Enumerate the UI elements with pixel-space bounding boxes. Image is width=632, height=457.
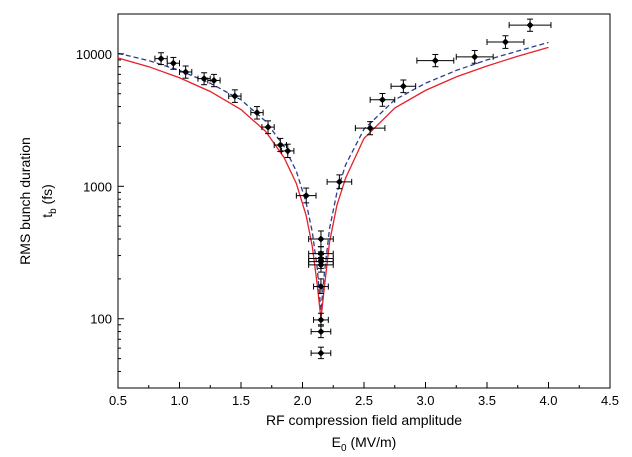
diamond-marker <box>200 75 208 83</box>
data-point <box>281 143 295 159</box>
data-point <box>369 93 396 107</box>
diamond-marker <box>284 147 292 155</box>
y-axis-label-line-2: tb (fs) <box>39 184 59 218</box>
y-tick-label: 1000 <box>83 179 112 194</box>
diamond-marker <box>317 349 325 357</box>
data-point <box>273 137 288 153</box>
diamond-marker <box>317 283 325 291</box>
diamond-marker <box>169 59 177 67</box>
data-point <box>310 346 332 360</box>
model-curves <box>117 41 549 319</box>
x-tick-label: 2.5 <box>355 393 373 408</box>
data-point <box>390 79 417 94</box>
data-point <box>310 324 332 339</box>
diamond-marker <box>264 123 272 131</box>
diamond-marker <box>210 76 218 84</box>
diamond-marker <box>276 141 284 149</box>
diamond-marker <box>335 178 343 186</box>
diamond-marker <box>317 328 325 336</box>
data-point <box>326 174 353 190</box>
x-axis-label-line-1: RF compression field amplitude <box>266 412 462 428</box>
x-tick-label: 3.5 <box>478 393 496 408</box>
data-point <box>166 56 180 70</box>
diamond-marker <box>302 192 310 200</box>
data-point <box>197 72 211 86</box>
diamond-marker <box>317 235 325 243</box>
data-point <box>179 65 193 79</box>
x-axis-label-unit: (MV/m) <box>347 434 397 450</box>
x-axis-label-symbol: E <box>332 434 341 450</box>
y-tick-label: 10000 <box>76 47 112 62</box>
solid-model-curve <box>117 46 549 319</box>
data-point <box>308 257 334 273</box>
x-axis-label-line-2: E0 (MV/m) <box>332 434 397 454</box>
data-point <box>354 121 386 136</box>
diamond-marker <box>157 55 165 63</box>
x-tick-label: 3.0 <box>416 393 434 408</box>
diamond-marker <box>501 38 509 46</box>
x-axis: 0.5 1.0 1.5 2.0 2.5 3.0 3.5 4.0 4.5 <box>109 382 619 408</box>
data-point <box>261 120 275 135</box>
data-points <box>154 18 552 360</box>
diamond-marker <box>399 82 407 90</box>
diamond-marker <box>317 316 325 324</box>
data-point <box>486 35 525 49</box>
data-point <box>416 53 455 68</box>
x-tick-label: 1.0 <box>170 393 188 408</box>
x-tick-label: 2.0 <box>293 393 311 408</box>
diamond-marker <box>182 68 190 76</box>
x-tick-label: 1.5 <box>232 393 250 408</box>
diamond-marker <box>471 53 479 61</box>
x-axis-label-subscript: 0 <box>341 443 347 454</box>
y-axis-label-unit: (fs) <box>39 184 55 208</box>
diamond-marker <box>378 96 386 104</box>
data-point <box>154 52 168 66</box>
plot-area <box>117 13 611 389</box>
diamond-marker <box>253 109 261 117</box>
x-tick-label: 0.5 <box>109 393 127 408</box>
data-point <box>313 278 329 295</box>
y-tick-label: 100 <box>90 312 112 327</box>
x-tick-label: 4.0 <box>539 393 557 408</box>
y-axis-label-subscript: b <box>48 208 59 214</box>
diamond-marker <box>317 261 325 269</box>
data-point <box>250 106 264 120</box>
data-point <box>207 73 221 88</box>
data-point <box>308 230 334 248</box>
data-point <box>295 187 317 204</box>
data-point <box>313 312 329 327</box>
diamond-marker <box>231 92 239 100</box>
dashed-model-curve <box>117 41 549 311</box>
y-axis: 100 1000 10000 <box>76 13 124 389</box>
data-point <box>455 50 494 64</box>
diamond-marker <box>526 21 534 29</box>
data-point <box>228 89 242 103</box>
diamond-marker <box>431 57 439 65</box>
x-tick-label: 4.5 <box>601 393 619 408</box>
diamond-marker <box>366 124 374 132</box>
y-axis-label-symbol: t <box>39 214 55 218</box>
data-point <box>508 18 552 32</box>
y-axis-label-line-1: RMS bunch duration <box>17 137 33 265</box>
